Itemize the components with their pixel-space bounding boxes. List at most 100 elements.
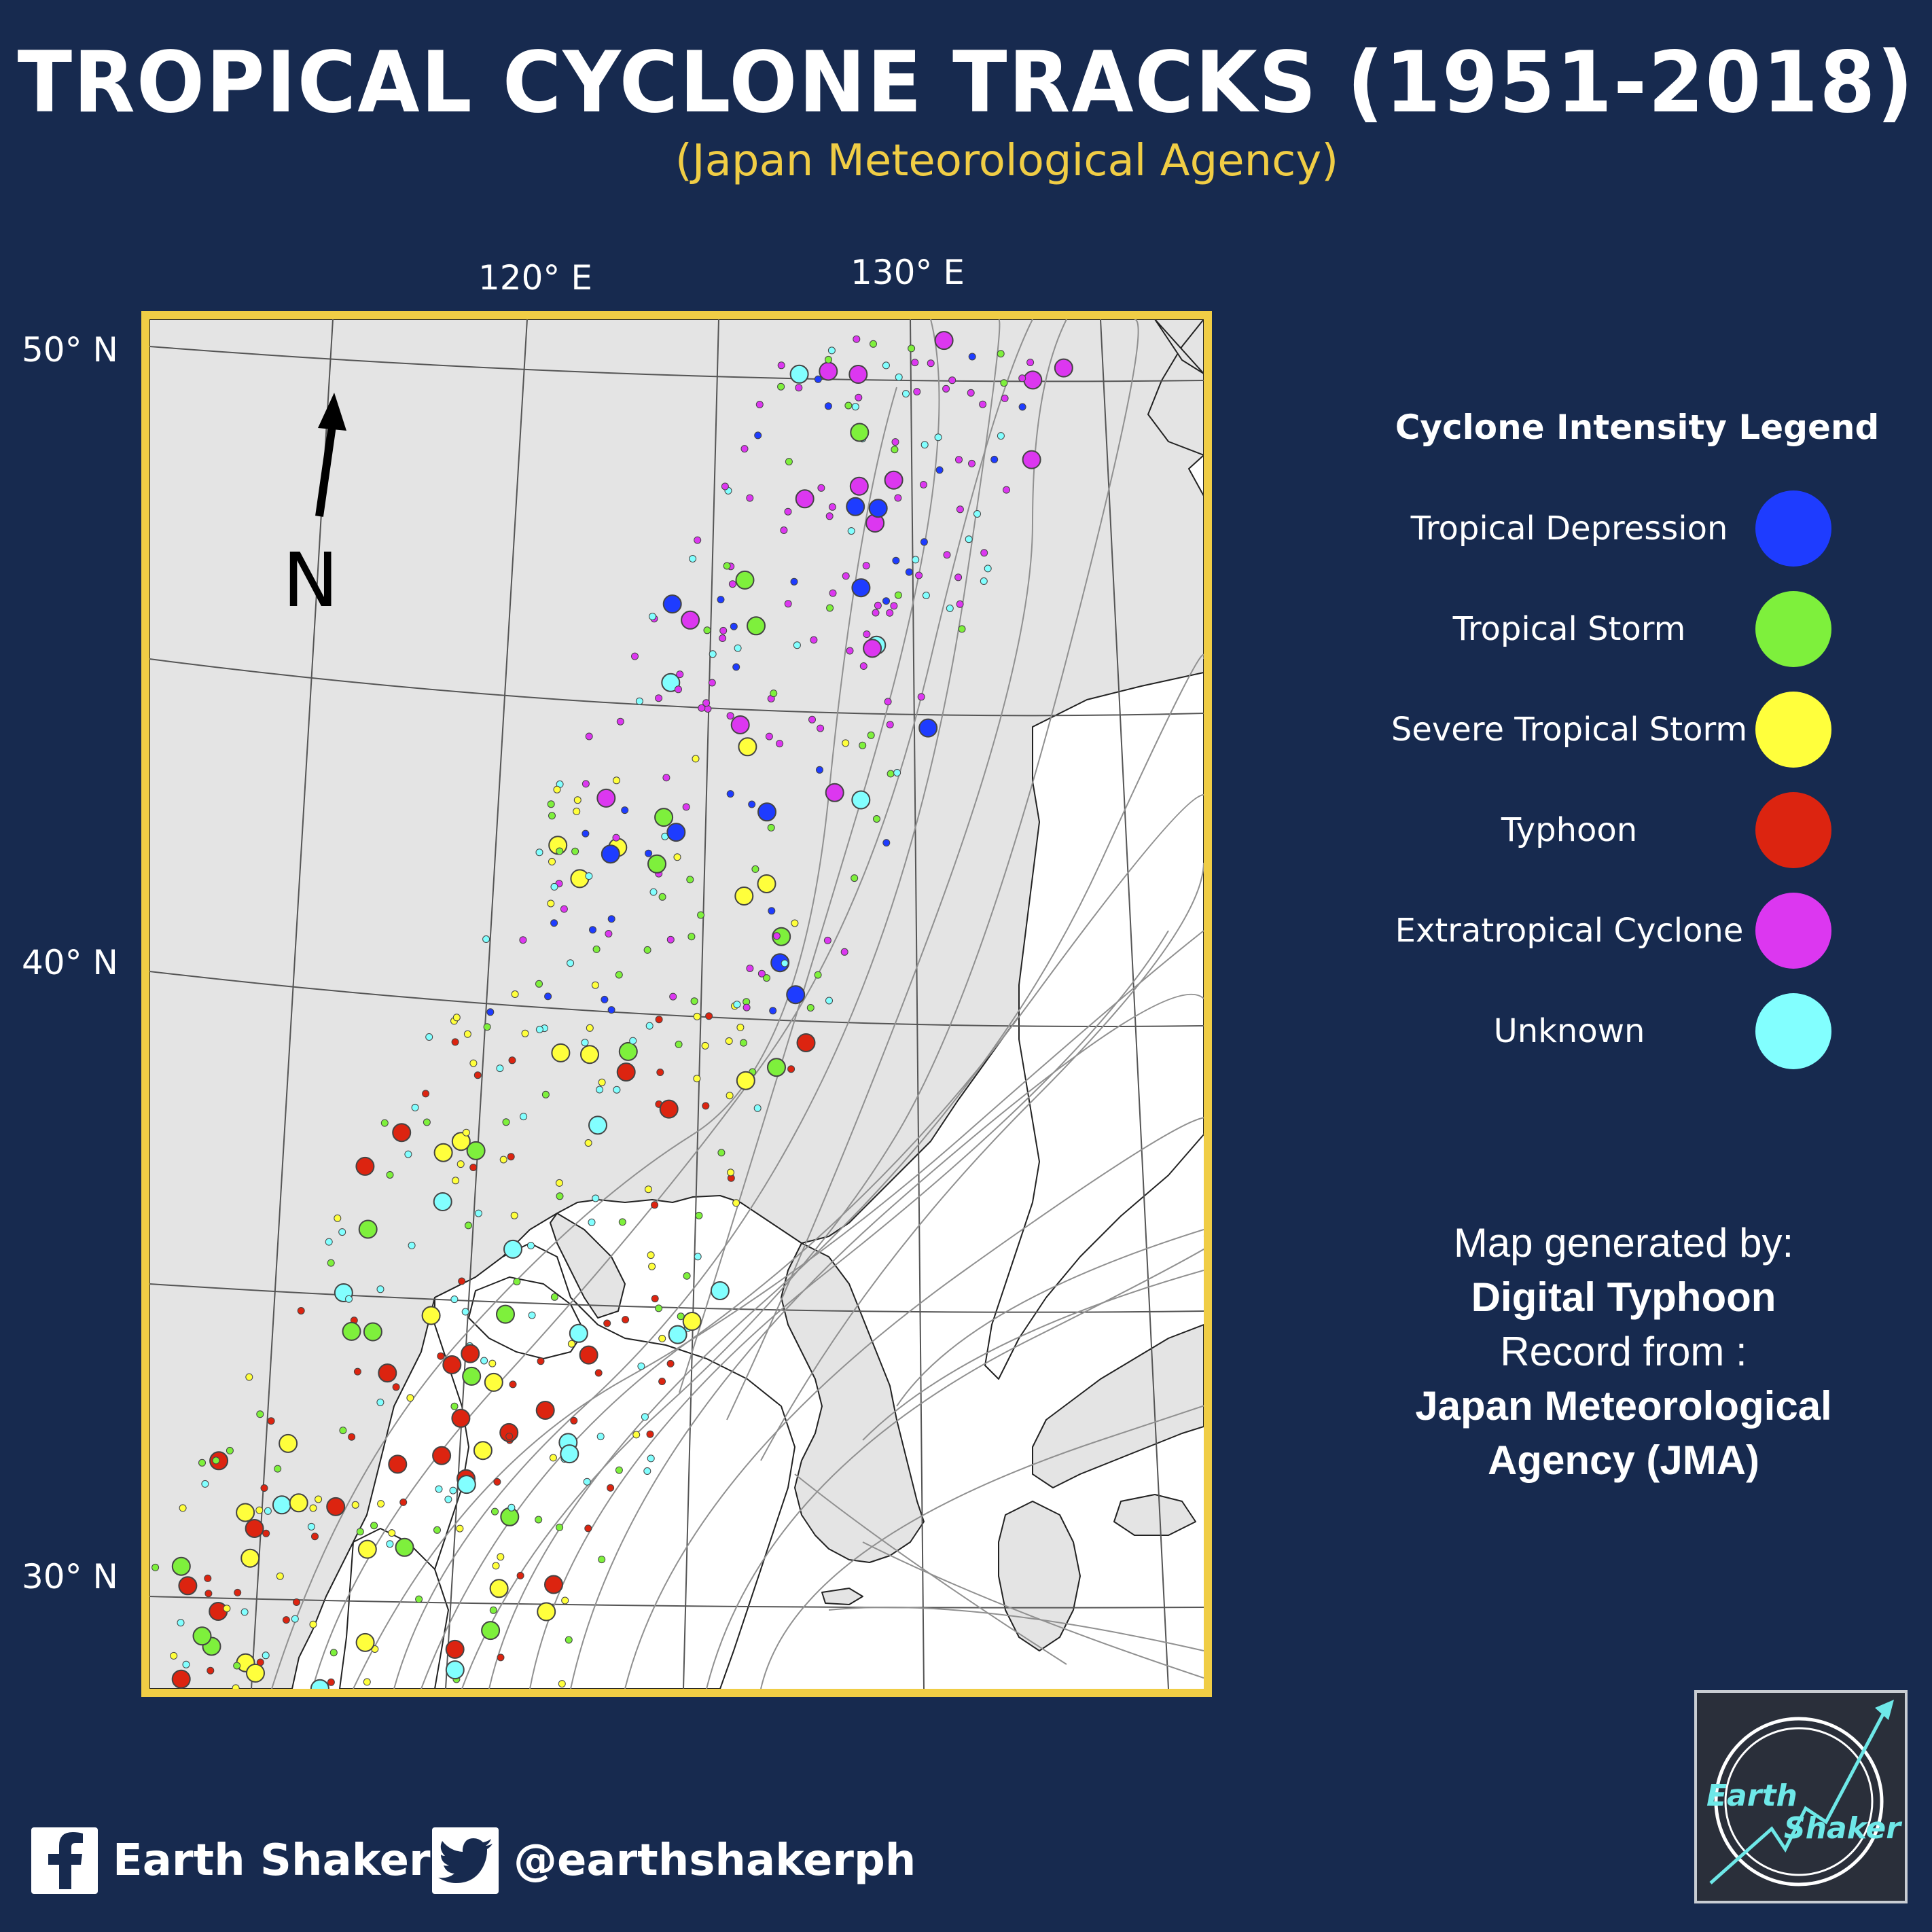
storm-position-marker (615, 1466, 623, 1474)
storm-position-marker (980, 577, 988, 585)
storm-position-marker (859, 741, 867, 749)
storm-position-marker (327, 1259, 335, 1267)
storm-position-marker (698, 704, 706, 712)
storm-position-marker (770, 953, 790, 973)
storm-position-marker (411, 1103, 419, 1111)
storm-position-marker (693, 1012, 701, 1020)
storm-position-marker (734, 887, 754, 906)
credit-digital-typhoon: Digital Typhoon (1471, 1274, 1776, 1320)
north-arrow-shaft (315, 421, 337, 517)
storm-position-marker (708, 679, 716, 687)
storm-position-marker (408, 1241, 416, 1249)
storm-position-marker (535, 848, 543, 857)
storm-position-marker (980, 549, 988, 557)
legend-swatch-extratropical-cyclone (1755, 893, 1831, 969)
storm-position-marker (890, 602, 898, 610)
storm-position-marker (561, 1596, 569, 1605)
storm-position-marker (918, 718, 938, 738)
storm-position-marker (473, 1071, 482, 1079)
facebook-f-glyph (48, 1832, 83, 1889)
storm-position-marker (647, 1454, 655, 1463)
twitter-handle[interactable]: @earthshakerph (432, 1823, 916, 1898)
storm-position-marker (979, 400, 987, 408)
storm-position-marker (935, 466, 944, 474)
storm-position-marker (580, 1045, 599, 1065)
storm-position-marker (635, 697, 643, 705)
land-masses (149, 319, 1204, 1689)
storm-position-marker (489, 1606, 497, 1614)
storm-position-marker (553, 785, 561, 793)
storm-position-marker (723, 562, 731, 570)
storm-position-marker (622, 1316, 630, 1324)
storm-position-marker (573, 807, 581, 815)
storm-position-marker (592, 1194, 600, 1202)
storm-position-marker (457, 1160, 465, 1168)
storm-position-marker (647, 854, 666, 874)
legend-item-label: Unknown (1493, 1012, 1645, 1050)
storm-position-marker (588, 1115, 607, 1135)
storm-position-marker (547, 800, 555, 808)
storm-position-marker (234, 1588, 242, 1596)
storm-position-marker (236, 1503, 255, 1522)
storm-position-marker (605, 930, 613, 937)
storm-position-marker (240, 1548, 260, 1568)
storm-position-marker (645, 1185, 652, 1194)
storm-position-marker (583, 1478, 591, 1486)
storm-position-marker (607, 915, 615, 923)
logo-inner-ring (1724, 1727, 1874, 1876)
storm-position-marker (342, 1321, 361, 1341)
storm-position-markers (151, 331, 1073, 1689)
storm-position-marker (656, 1069, 664, 1076)
storm-position-marker (435, 1485, 443, 1493)
storm-position-marker (755, 401, 764, 408)
storm-position-marker (601, 844, 620, 864)
storm-position-marker (882, 597, 890, 605)
legend-swatch-tropical-depression (1755, 490, 1831, 567)
storm-position-marker (694, 536, 702, 544)
storm-position-marker (735, 570, 755, 590)
storm-position-marker (920, 481, 927, 488)
storm-position-marker (309, 1620, 317, 1628)
storm-position-marker (469, 1059, 478, 1067)
cyclone-tracks (271, 319, 1204, 1689)
storm-position-marker (942, 384, 950, 393)
storm-position-marker (868, 499, 888, 518)
map-frame: N (141, 311, 1212, 1697)
storm-position-marker (795, 384, 803, 392)
storm-position-marker (732, 663, 740, 671)
storm-position-marker (353, 1367, 361, 1376)
storm-position-marker (948, 376, 956, 384)
storm-position-marker (689, 555, 697, 562)
storm-position-marker (681, 610, 700, 630)
storm-position-marker (767, 823, 775, 831)
storm-position-marker (327, 1678, 335, 1686)
storm-position-marker (591, 981, 599, 989)
storm-position-marker (796, 1033, 816, 1052)
storm-position-marker (334, 1214, 342, 1222)
storm-position-marker (171, 1556, 191, 1576)
storm-position-marker (701, 1041, 709, 1050)
storm-position-marker (651, 1201, 659, 1209)
storm-position-marker (503, 1239, 522, 1259)
storm-position-marker (425, 1033, 433, 1041)
storm-position-marker (851, 790, 871, 810)
storm-position-marker (291, 1615, 299, 1623)
storm-position-marker (973, 510, 981, 518)
storm-position-marker (245, 1373, 253, 1381)
storm-position-marker (968, 459, 976, 467)
hokkaido (1147, 319, 1204, 456)
storm-position-marker (351, 1501, 359, 1509)
storm-position-marker (645, 1022, 654, 1030)
storm-position-marker (649, 888, 658, 896)
storm-position-marker (922, 592, 930, 599)
storm-position-marker (694, 1253, 702, 1261)
storm-position-marker (618, 1041, 638, 1061)
storm-position-marker (491, 1507, 499, 1516)
storm-position-marker (920, 538, 928, 546)
facebook-handle[interactable]: Earth Shaker (31, 1823, 431, 1898)
storm-position-marker (870, 340, 877, 348)
legend-item-tropical-storm: Tropical Storm (1386, 588, 1889, 670)
storm-position-marker (550, 919, 558, 927)
storm-position-marker (449, 1486, 457, 1495)
storm-position-marker (757, 874, 776, 893)
